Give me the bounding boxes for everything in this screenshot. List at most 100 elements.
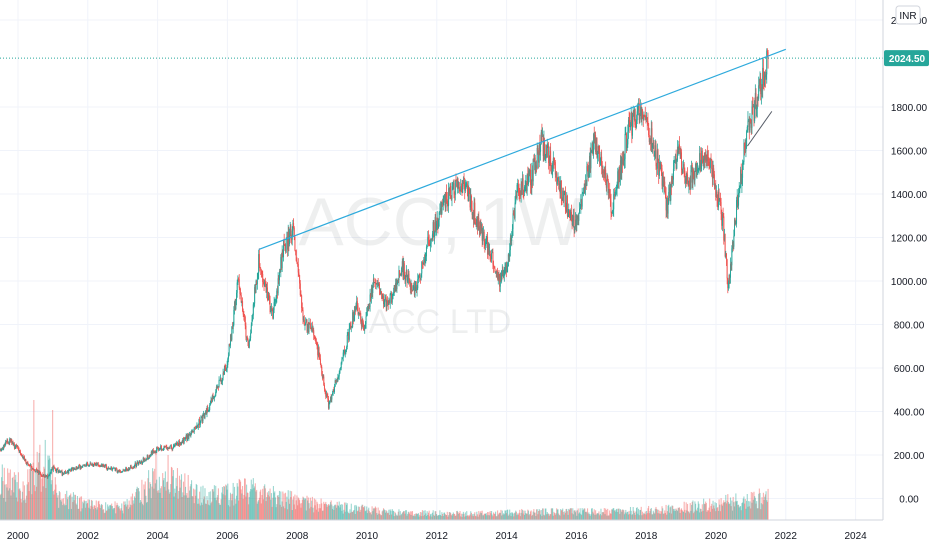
candle-body[interactable] — [401, 267, 403, 276]
candle-body[interactable] — [106, 468, 108, 470]
candle-body[interactable] — [204, 413, 206, 418]
candle-body[interactable] — [241, 301, 243, 303]
candle-body[interactable] — [50, 473, 52, 474]
candle-body[interactable] — [175, 442, 177, 445]
candle-body[interactable] — [417, 277, 419, 280]
candle-body[interactable] — [495, 271, 497, 273]
candle-body[interactable] — [535, 165, 537, 174]
candle-body[interactable] — [579, 207, 581, 209]
candle-body[interactable] — [189, 434, 191, 436]
candle-body[interactable] — [491, 253, 493, 260]
candle-body[interactable] — [52, 466, 54, 471]
candle-body[interactable] — [328, 401, 330, 409]
candle-body[interactable] — [450, 186, 452, 198]
candle-body[interactable] — [118, 470, 120, 473]
candle-body[interactable] — [721, 214, 723, 226]
candle-body[interactable] — [327, 398, 329, 409]
candle-body[interactable] — [152, 449, 154, 453]
candle-body[interactable] — [321, 374, 323, 379]
candle-body[interactable] — [751, 106, 753, 128]
candle-body[interactable] — [221, 381, 223, 383]
candle-body[interactable] — [24, 459, 26, 461]
candle-body[interactable] — [225, 368, 227, 371]
candle-body[interactable] — [463, 181, 465, 187]
candle-body[interactable] — [744, 148, 746, 152]
candle-body[interactable] — [49, 473, 51, 475]
candle-body[interactable] — [546, 145, 548, 158]
candle-body[interactable] — [468, 188, 470, 193]
candle-body[interactable] — [115, 468, 117, 471]
candle-body[interactable] — [274, 300, 276, 303]
candle-body[interactable] — [466, 183, 468, 185]
candle-body[interactable] — [11, 439, 13, 443]
candle-body[interactable] — [423, 259, 425, 264]
candle-body[interactable] — [499, 279, 501, 287]
candle-body[interactable] — [315, 342, 317, 343]
candle-body[interactable] — [487, 236, 489, 255]
candle-body[interactable] — [716, 191, 718, 201]
candle-body[interactable] — [132, 466, 134, 469]
candle-body[interactable] — [611, 212, 613, 214]
candle-body[interactable] — [2, 448, 4, 450]
candle-body[interactable] — [309, 322, 311, 324]
candle-body[interactable] — [422, 263, 424, 265]
currency-badge[interactable]: INR — [895, 5, 921, 25]
candle-body[interactable] — [329, 400, 331, 402]
candle-body[interactable] — [507, 266, 509, 267]
candle-body[interactable] — [725, 253, 727, 260]
candle-body[interactable] — [114, 467, 116, 471]
candle-body[interactable] — [407, 273, 409, 279]
candle-body[interactable] — [271, 308, 273, 310]
candle-body[interactable] — [653, 142, 655, 157]
candle-body[interactable] — [272, 308, 274, 319]
candle-body[interactable] — [91, 464, 93, 466]
candle-body[interactable] — [78, 465, 80, 468]
candle-body[interactable] — [219, 378, 221, 380]
candle-body[interactable] — [16, 446, 18, 448]
candle-body[interactable] — [717, 192, 719, 208]
candle-body[interactable] — [546, 147, 548, 158]
candle-body[interactable] — [567, 215, 569, 217]
candle-body[interactable] — [29, 464, 31, 466]
candle-body[interactable] — [185, 435, 187, 439]
candle-body[interactable] — [336, 380, 338, 382]
candle-body[interactable] — [69, 469, 71, 471]
candle-body[interactable] — [674, 161, 676, 163]
candle-body[interactable] — [370, 294, 372, 299]
candle-body[interactable] — [732, 241, 734, 247]
candle-body[interactable] — [224, 365, 226, 369]
candle-body[interactable] — [763, 81, 765, 86]
candle-body[interactable] — [283, 239, 285, 245]
candle-body[interactable] — [646, 118, 648, 122]
candle-body[interactable] — [654, 145, 656, 152]
candle-body[interactable] — [654, 151, 656, 157]
candle-body[interactable] — [28, 464, 30, 466]
candle-body[interactable] — [95, 463, 97, 465]
candle-body[interactable] — [639, 116, 641, 121]
candle-body[interactable] — [139, 461, 141, 464]
candle-body[interactable] — [385, 297, 387, 300]
candle-body[interactable] — [53, 466, 55, 468]
candle-body[interactable] — [616, 187, 618, 189]
candle-body[interactable] — [659, 162, 661, 170]
candle-body[interactable] — [313, 335, 315, 338]
candle-body[interactable] — [264, 281, 266, 286]
candle-body[interactable] — [581, 193, 583, 207]
candle-body[interactable] — [672, 177, 674, 180]
candle-body[interactable] — [633, 113, 635, 120]
candle-body[interactable] — [229, 344, 231, 346]
candle-body[interactable] — [742, 162, 744, 178]
candle-body[interactable] — [5, 441, 7, 443]
candle-body[interactable] — [295, 250, 297, 252]
candle-body[interactable] — [466, 183, 468, 192]
candle-body[interactable] — [235, 300, 237, 309]
candle-body[interactable] — [201, 416, 203, 418]
candle-body[interactable] — [650, 138, 652, 144]
candle-body[interactable] — [726, 259, 728, 279]
candle-body[interactable] — [433, 222, 435, 237]
candle-body[interactable] — [448, 188, 450, 193]
candle-body[interactable] — [556, 180, 558, 185]
candle-body[interactable] — [156, 447, 158, 449]
candle-body[interactable] — [208, 409, 210, 411]
candle-body[interactable] — [457, 178, 459, 188]
